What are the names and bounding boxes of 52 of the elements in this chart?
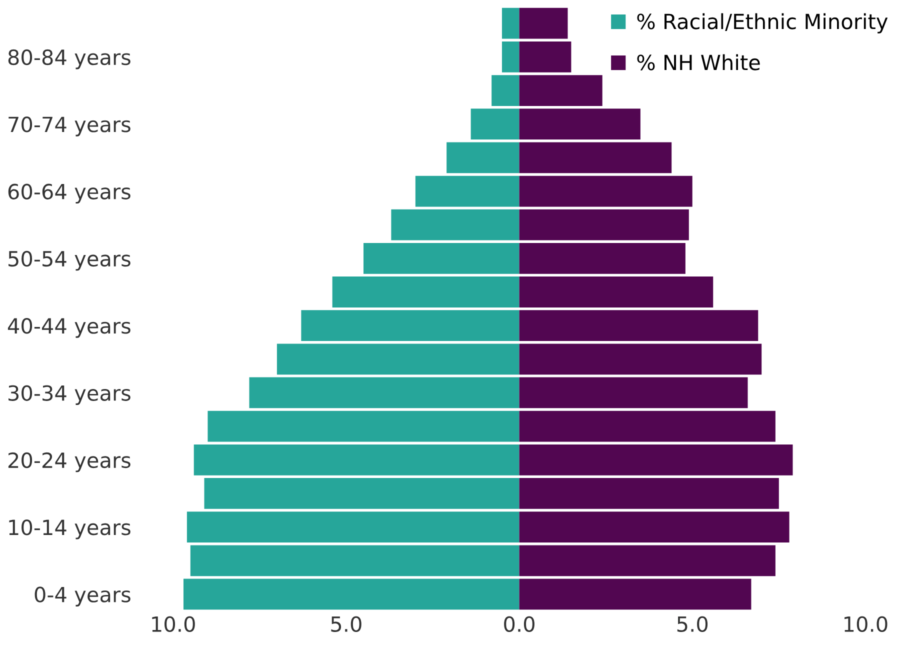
legend-label: % NH White [637, 54, 760, 70]
bar [519, 444, 793, 476]
bar [519, 578, 752, 610]
bar [519, 344, 762, 375]
bar [519, 75, 602, 106]
y-tick-label: 20-24 years [8, 452, 130, 472]
bar [446, 142, 520, 174]
bar [208, 410, 520, 442]
bar [519, 276, 714, 308]
bar [519, 410, 776, 442]
bar [470, 108, 520, 140]
bar [492, 75, 520, 106]
legend-label: % Racial/Ethnic Minority [637, 13, 888, 34]
bar [502, 41, 520, 72]
bar [249, 377, 520, 408]
bar [332, 276, 520, 308]
bar [519, 142, 672, 174]
y-tick-label: 10-14 years [9, 520, 130, 540]
y-tick-label: 30-34 years [8, 385, 130, 405]
bar [391, 209, 520, 240]
bar [301, 310, 520, 342]
bar [519, 545, 776, 576]
y-tick-label: 60-64 years [8, 184, 130, 204]
bar [186, 512, 520, 543]
x-tick-label: 5.0 [331, 616, 362, 632]
y-tick-label: 50-54 years [8, 250, 130, 271]
bar [204, 478, 520, 509]
bar [194, 444, 520, 476]
y-tick-label: 0-4 years [34, 586, 130, 606]
x-tick-label: 10.0 [844, 616, 888, 632]
bar [415, 176, 520, 207]
bar [502, 8, 520, 39]
bar [276, 344, 520, 375]
x-tick-label: 10.0 [152, 616, 195, 632]
bar [519, 377, 748, 408]
bar [519, 512, 790, 543]
y-tick-label: 80-84 years [8, 49, 130, 70]
bar [183, 578, 520, 610]
y-tick-label: 70-74 years [8, 116, 130, 136]
bar [519, 478, 779, 509]
y-tick-label: 40-44 years [8, 318, 130, 338]
bar [190, 545, 520, 576]
bar [519, 176, 692, 207]
bar [363, 242, 520, 274]
x-tick-label: 0.0 [504, 616, 534, 632]
bar [519, 108, 640, 140]
bar [519, 8, 568, 39]
bar [519, 41, 572, 72]
x-tick-label: 5.0 [677, 616, 708, 632]
bar [519, 310, 758, 342]
bar [519, 242, 686, 274]
bar [519, 209, 689, 240]
